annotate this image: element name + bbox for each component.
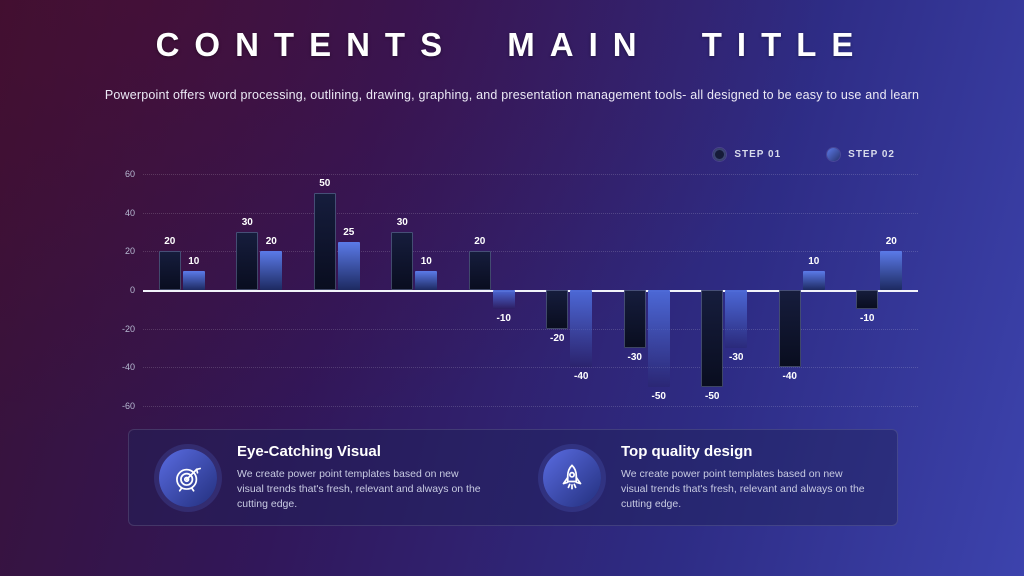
bar-step-02 [182,270,205,290]
bar-value-label: 30 [241,217,253,228]
legend-label: STEP 01 [734,149,782,160]
bar-step-01 [158,251,181,290]
gridline [143,212,918,214]
y-tick-label: -20 [121,323,135,334]
bar-value-label: 20 [265,236,277,248]
bar-value-label: -40 [782,371,797,383]
chart-plot: 60 40 20 0 -20 -40 -60 20 30 50 30 20 -20 -30 -50 -40 -1… [122,169,918,411]
bar-value-label: -10 [860,313,875,325]
rocket-icon [543,448,601,507]
bar-value-label: 30 [396,217,408,228]
bar-step-01 [623,290,646,348]
bar-step-01 [856,290,879,310]
feature-text: Eye-Catching Visual We create power poin… [237,443,483,511]
bar-step-02 [337,241,360,290]
y-tick-label: 40 [124,207,135,218]
y-tick-label: -40 [121,362,135,373]
bar-value-label: 25 [343,226,355,238]
y-tick-label: 60 [124,169,135,179]
bar-step-02 [802,270,825,290]
target-icon [159,448,217,507]
bar-step-02 [880,251,903,290]
bar-value-label: 20 [474,236,486,248]
bar-value-label: 10 [808,255,820,267]
bar-value-label: -30 [729,352,744,363]
bar-step-01 [468,251,491,290]
feature-title: Eye-Catching Visual [237,443,381,461]
y-tick-label: 0 [129,285,135,295]
bar-value-label: -40 [574,371,589,383]
step-01-dot-icon [713,148,727,161]
bar-step-01 [546,290,569,329]
bar-step-01 [313,193,336,290]
bar-step-01 [701,290,724,387]
y-tick-label: 20 [124,246,135,257]
feature-panel: Eye-Catching Visual We create power poin… [128,429,898,526]
bar-value-label: -20 [550,332,565,344]
feature-description: We create power point templates based on… [237,468,481,510]
bar-step-02 [415,270,438,290]
bar-step-01 [778,290,801,368]
gridline [143,367,918,369]
bar-value-label: 50 [319,178,331,190]
bar-value-label: -50 [705,390,720,402]
bar-step-01 [391,232,414,290]
bar-value-label: -50 [651,390,666,402]
y-tick-label: -60 [121,401,135,411]
legend-item-step-01: STEP 01 [713,148,781,161]
chart-legend: STEP 01 STEP 02 [713,148,895,161]
bar-value-label: 10 [188,255,200,267]
feature-card-visual: Eye-Catching Visual We create power poin… [129,443,513,511]
gridline [143,174,918,175]
legend-item-step-02: STEP 02 [827,148,895,161]
gridline [143,406,918,407]
bar-value-label: 10 [420,255,432,267]
feature-title: Top quality design [621,443,753,461]
bar-step-02 [647,290,670,387]
gridline [143,328,918,330]
feature-text: Top quality design We create power point… [621,443,867,511]
page-title: CONTENTS MAIN TITLE [155,26,869,63]
page-subtitle: Powerpoint offers word processing, outli… [104,88,920,102]
feature-description: We create power point templates based on… [621,468,865,510]
bar-step-02 [725,290,748,348]
zero-axis-line [143,290,918,292]
bar-step-02 [260,251,283,290]
bar-value-label: 20 [885,236,897,248]
bar-value-label: -10 [496,313,511,325]
bar-step-01 [236,232,259,290]
bar-chart: STEP 01 STEP 02 60 40 20 0 -20 -40 -60 20 30 50 30… [95,140,935,430]
bar-value-label: 20 [164,236,176,248]
legend-label: STEP 02 [848,149,895,160]
bar-step-02 [570,290,593,368]
bar-step-02 [492,290,515,310]
bar-value-label: -30 [627,352,642,363]
gridline [143,251,918,253]
step-02-dot-icon [827,148,841,161]
feature-card-quality: Top quality design We create power point… [513,443,897,511]
